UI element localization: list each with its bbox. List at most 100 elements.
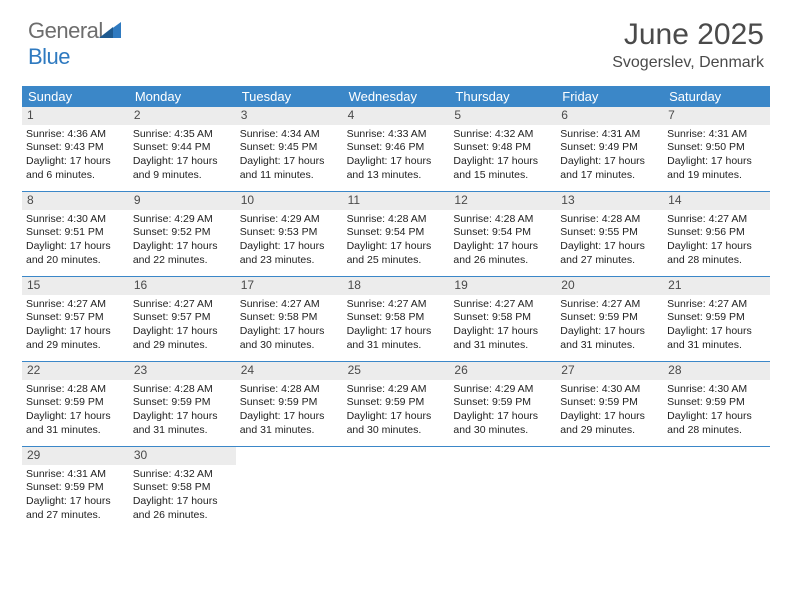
logo-text: General Blue — [28, 18, 121, 70]
daylight-line: Daylight: 17 hours and 31 minutes. — [560, 325, 659, 352]
day-header-cell: Friday — [556, 86, 663, 107]
day-cell: 8Sunrise: 4:30 AMSunset: 9:51 PMDaylight… — [22, 192, 129, 276]
day-number: 25 — [343, 362, 450, 380]
day-number: 30 — [129, 447, 236, 465]
daylight-line: Daylight: 17 hours and 29 minutes. — [560, 410, 659, 437]
day-number: 9 — [129, 192, 236, 210]
day-cell: 25 Sunrise: 4:29 AMSunset: 9:59 PMDayligh… — [343, 362, 450, 446]
sunset-line: Sunset: 9:57 PM — [26, 311, 125, 325]
sunrise-line: Sunrise: 4:29 AM — [240, 213, 339, 227]
day-header-cell: Wednesday — [343, 86, 450, 107]
daylight-line: Daylight: 17 hours and 28 minutes. — [667, 240, 766, 267]
daylight-line: Daylight: 17 hours and 31 minutes. — [347, 325, 446, 352]
day-cell: 12Sunrise: 4:28 AMSunset: 9:54 PMDayligh… — [449, 192, 556, 276]
day-cell: 5Sunrise: 4:32 AMSunset: 9:48 PMDaylight… — [449, 107, 556, 191]
daylight-line: Daylight: 17 hours and 22 minutes. — [133, 240, 232, 267]
day-cell: 11Sunrise: 4:28 AMSunset: 9:54 PMDayligh… — [343, 192, 450, 276]
daylight-line: Daylight: 17 hours and 23 minutes. — [240, 240, 339, 267]
day-cell: 29Sunrise: 4:31 AMSunset: 9:59 PMDayligh… — [22, 447, 129, 531]
day-number: 11 — [343, 192, 450, 210]
logo: General Blue — [28, 18, 121, 70]
sunset-line: Sunset: 9:54 PM — [347, 226, 446, 240]
day-number: 20 — [556, 277, 663, 295]
sunset-line: Sunset: 9:58 PM — [453, 311, 552, 325]
daylight-line: Daylight: 17 hours and 30 minutes. — [240, 325, 339, 352]
sunset-line: Sunset: 9:59 PM — [133, 396, 232, 410]
sunrise-line: Sunrise: 4:28 AM — [133, 383, 232, 397]
sunrise-line: Sunrise: 4:29 AM — [133, 213, 232, 227]
sunset-line: Sunset: 9:48 PM — [453, 141, 552, 155]
sunrise-line: Sunrise: 4:34 AM — [240, 128, 339, 142]
day-cell: 30 Sunrise: 4:32 AMSunset: 9:58 PMDayligh… — [129, 447, 236, 531]
day-number: 1 — [22, 107, 129, 125]
day-number: 27 — [556, 362, 663, 380]
day-number: 18 — [343, 277, 450, 295]
day-number: 4 — [343, 107, 450, 125]
empty-cell — [236, 447, 343, 531]
sunset-line: Sunset: 9:50 PM — [667, 141, 766, 155]
logo-part1: General — [28, 18, 103, 43]
sunrise-line: Sunrise: 4:28 AM — [240, 383, 339, 397]
daylight-line: Daylight: 17 hours and 29 minutes. — [26, 325, 125, 352]
daylight-line: Daylight: 17 hours and 31 minutes. — [667, 325, 766, 352]
daylight-line: Daylight: 17 hours and 13 minutes. — [347, 155, 446, 182]
sunset-line: Sunset: 9:59 PM — [667, 396, 766, 410]
day-cell: 15Sunrise: 4:27 AMSunset: 9:57 PMDayligh… — [22, 277, 129, 361]
sunset-line: Sunset: 9:56 PM — [667, 226, 766, 240]
week-row: 8Sunrise: 4:30 AMSunset: 9:51 PMDaylight… — [22, 192, 770, 277]
title-block: June 2025 Svogerslev, Denmark — [612, 18, 764, 72]
sunrise-line: Sunrise: 4:27 AM — [560, 298, 659, 312]
sunset-line: Sunset: 9:45 PM — [240, 141, 339, 155]
day-number: 7 — [663, 107, 770, 125]
sunset-line: Sunset: 9:59 PM — [347, 396, 446, 410]
week-row: 15Sunrise: 4:27 AMSunset: 9:57 PMDayligh… — [22, 277, 770, 362]
daylight-line: Daylight: 17 hours and 30 minutes. — [347, 410, 446, 437]
sunrise-line: Sunrise: 4:29 AM — [347, 383, 446, 397]
sunset-line: Sunset: 9:55 PM — [560, 226, 659, 240]
sunset-line: Sunset: 9:59 PM — [240, 396, 339, 410]
day-cell: 22Sunrise: 4:28 AMSunset: 9:59 PMDayligh… — [22, 362, 129, 446]
daylight-line: Daylight: 17 hours and 26 minutes. — [453, 240, 552, 267]
sunset-line: Sunset: 9:44 PM — [133, 141, 232, 155]
day-cell: 28Sunrise: 4:30 AMSunset: 9:59 PMDayligh… — [663, 362, 770, 446]
daylight-line: Daylight: 17 hours and 27 minutes. — [560, 240, 659, 267]
daylight-line: Daylight: 17 hours and 26 minutes. — [133, 495, 232, 522]
sunset-line: Sunset: 9:57 PM — [133, 311, 232, 325]
sunrise-line: Sunrise: 4:29 AM — [453, 383, 552, 397]
day-cell: 6Sunrise: 4:31 AMSunset: 9:49 PMDaylight… — [556, 107, 663, 191]
daylight-line: Daylight: 17 hours and 15 minutes. — [453, 155, 552, 182]
day-cell: 4Sunrise: 4:33 AMSunset: 9:46 PMDaylight… — [343, 107, 450, 191]
sunset-line: Sunset: 9:52 PM — [133, 226, 232, 240]
week-row: 1Sunrise: 4:36 AMSunset: 9:43 PMDaylight… — [22, 107, 770, 192]
sunset-line: Sunset: 9:54 PM — [453, 226, 552, 240]
day-number: 12 — [449, 192, 556, 210]
daylight-line: Daylight: 17 hours and 29 minutes. — [133, 325, 232, 352]
day-number: 14 — [663, 192, 770, 210]
day-number: 28 — [663, 362, 770, 380]
empty-cell — [449, 447, 556, 531]
day-number: 5 — [449, 107, 556, 125]
sunrise-line: Sunrise: 4:33 AM — [347, 128, 446, 142]
day-number: 15 — [22, 277, 129, 295]
sunrise-line: Sunrise: 4:32 AM — [133, 468, 232, 482]
location: Svogerslev, Denmark — [612, 54, 764, 72]
day-header-cell: Tuesday — [236, 86, 343, 107]
day-cell: 14 Sunrise: 4:27 AMSunset: 9:56 PMDayligh… — [663, 192, 770, 276]
logo-part2: Blue — [28, 44, 70, 69]
sunrise-line: Sunrise: 4:35 AM — [133, 128, 232, 142]
month-title: June 2025 — [612, 18, 764, 52]
sunrise-line: Sunrise: 4:27 AM — [453, 298, 552, 312]
sunrise-line: Sunrise: 4:30 AM — [667, 383, 766, 397]
day-cell: 16Sunrise: 4:27 AMSunset: 9:57 PMDayligh… — [129, 277, 236, 361]
day-cell: 10Sunrise: 4:29 AMSunset: 9:53 PMDayligh… — [236, 192, 343, 276]
day-cell: 2Sunrise: 4:35 AMSunset: 9:44 PMDaylight… — [129, 107, 236, 191]
week-row: 29Sunrise: 4:31 AMSunset: 9:59 PMDayligh… — [22, 447, 770, 531]
sunset-line: Sunset: 9:58 PM — [133, 481, 232, 495]
sunrise-line: Sunrise: 4:27 AM — [347, 298, 446, 312]
day-cell: 18Sunrise: 4:27 AMSunset: 9:58 PMDayligh… — [343, 277, 450, 361]
daylight-line: Daylight: 17 hours and 31 minutes. — [133, 410, 232, 437]
sunrise-line: Sunrise: 4:27 AM — [667, 213, 766, 227]
day-header-row: SundayMondayTuesdayWednesdayThursdayFrid… — [22, 86, 770, 107]
empty-cell — [556, 447, 663, 531]
sunrise-line: Sunrise: 4:31 AM — [26, 468, 125, 482]
